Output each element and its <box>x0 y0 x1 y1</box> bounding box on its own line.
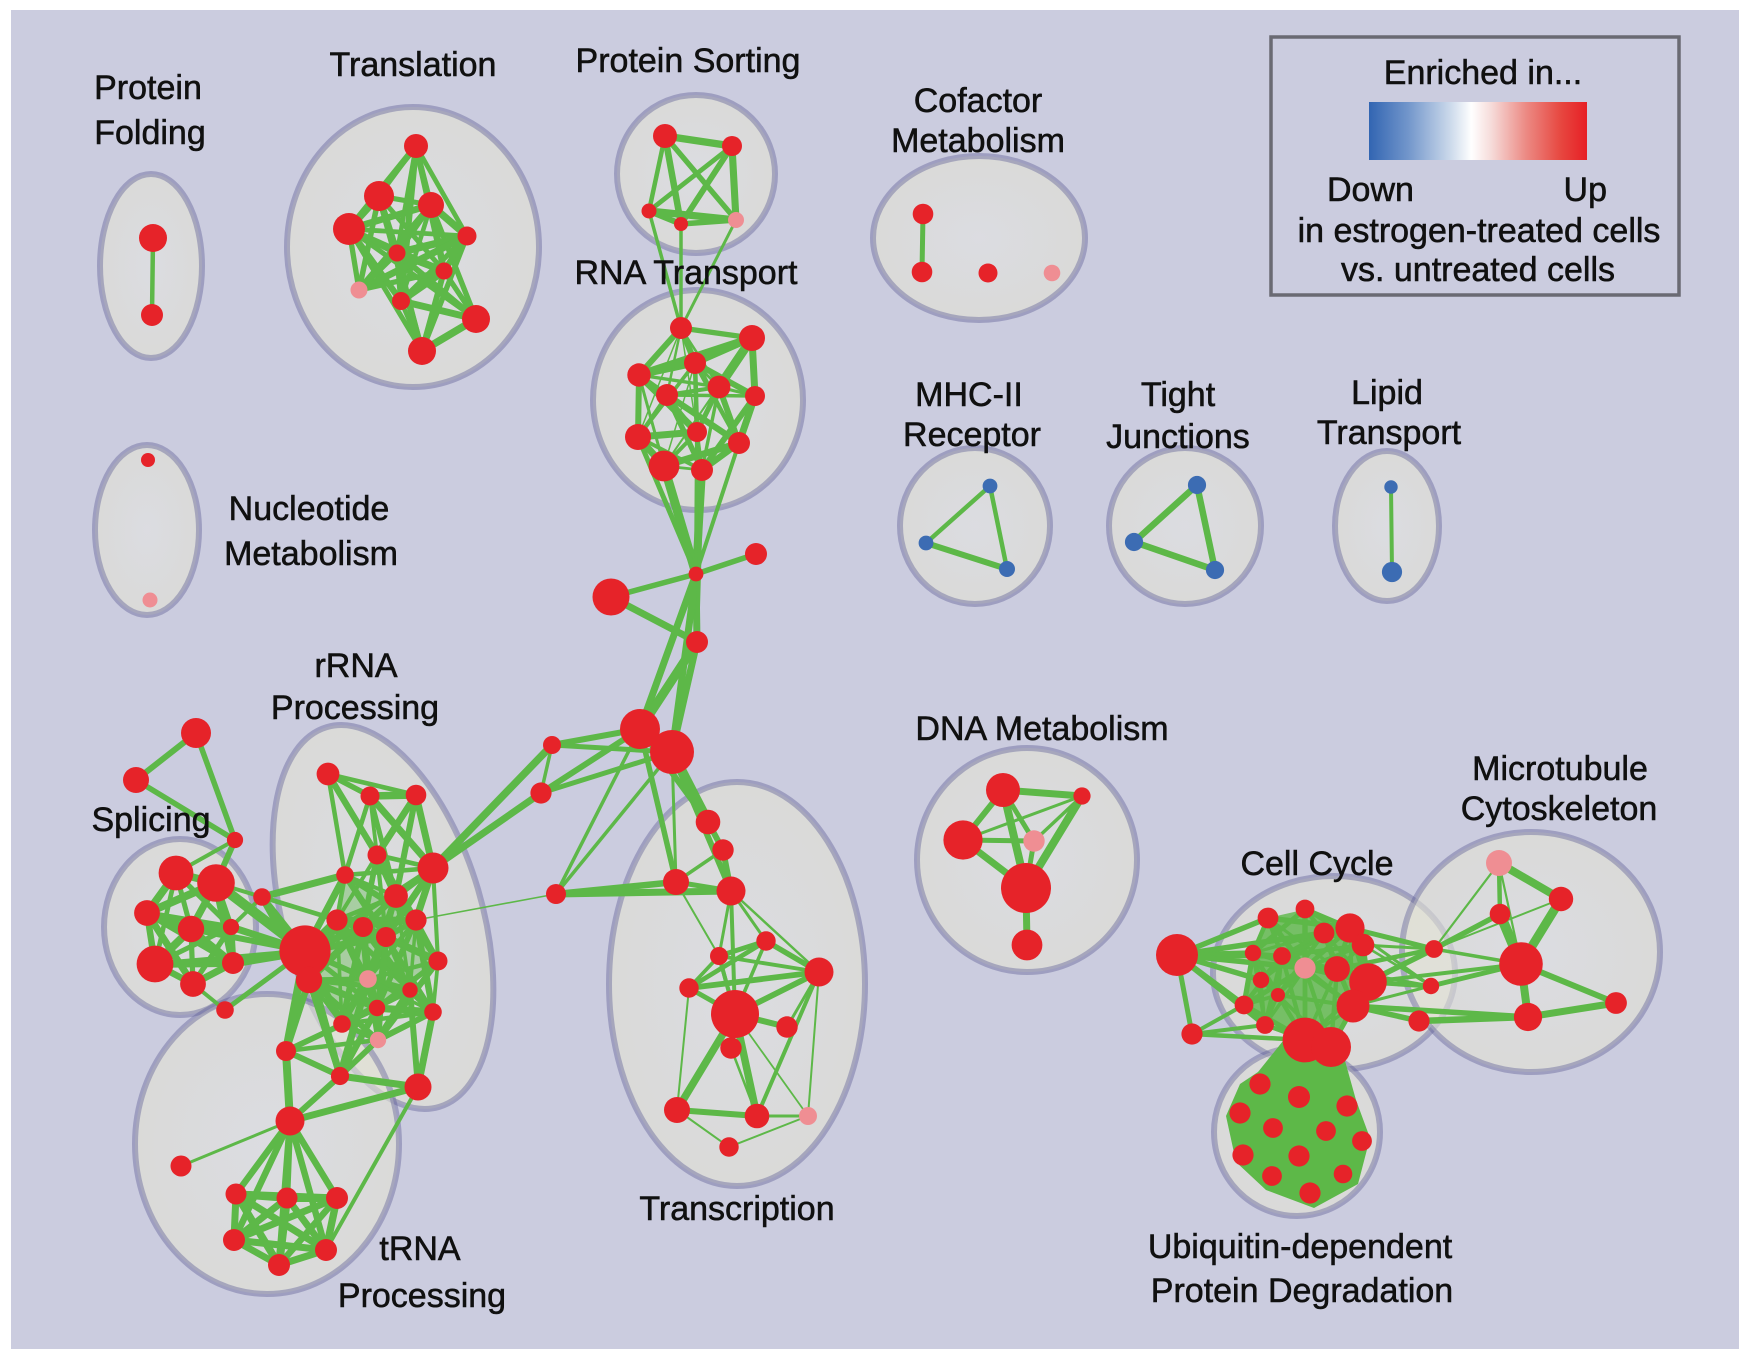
svg-text:Cell Cycle: Cell Cycle <box>1240 845 1393 883</box>
svg-text:Cofactor: Cofactor <box>914 82 1043 120</box>
svg-text:RNA Transport: RNA Transport <box>575 254 799 292</box>
svg-text:Transport: Transport <box>1317 414 1462 452</box>
svg-text:Tight: Tight <box>1141 376 1216 414</box>
svg-text:Nucleotide: Nucleotide <box>229 490 390 528</box>
svg-text:Protein Sorting: Protein Sorting <box>576 42 801 80</box>
svg-text:MHC-II: MHC-II <box>915 376 1023 414</box>
svg-text:tRNA: tRNA <box>379 1230 461 1268</box>
svg-text:Cytoskeleton: Cytoskeleton <box>1461 790 1658 828</box>
svg-text:Enriched in...: Enriched in... <box>1384 54 1582 92</box>
svg-text:Up: Up <box>1564 171 1607 209</box>
svg-text:DNA Metabolism: DNA Metabolism <box>915 710 1168 748</box>
svg-text:Microtubule: Microtubule <box>1472 750 1648 788</box>
svg-text:rRNA: rRNA <box>314 647 397 685</box>
svg-text:Metabolism: Metabolism <box>224 535 398 573</box>
svg-text:Protein: Protein <box>94 69 202 107</box>
svg-text:vs. untreated cells: vs. untreated cells <box>1341 251 1615 289</box>
svg-text:Ubiquitin-dependent: Ubiquitin-dependent <box>1148 1228 1453 1266</box>
svg-text:Processing: Processing <box>338 1277 506 1315</box>
svg-text:Folding: Folding <box>94 114 206 152</box>
svg-text:Protein Degradation: Protein Degradation <box>1151 1272 1453 1310</box>
svg-text:Translation: Translation <box>330 46 497 84</box>
svg-text:Receptor: Receptor <box>903 416 1041 454</box>
svg-text:in estrogen-treated cells: in estrogen-treated cells <box>1298 212 1661 250</box>
svg-text:Lipid: Lipid <box>1351 374 1423 412</box>
svg-text:Splicing: Splicing <box>91 801 210 839</box>
svg-text:Processing: Processing <box>271 689 439 727</box>
svg-text:Junctions: Junctions <box>1106 418 1250 456</box>
svg-text:Metabolism: Metabolism <box>891 122 1065 160</box>
svg-text:Transcription: Transcription <box>639 1190 834 1228</box>
svg-text:Down: Down <box>1327 171 1414 209</box>
